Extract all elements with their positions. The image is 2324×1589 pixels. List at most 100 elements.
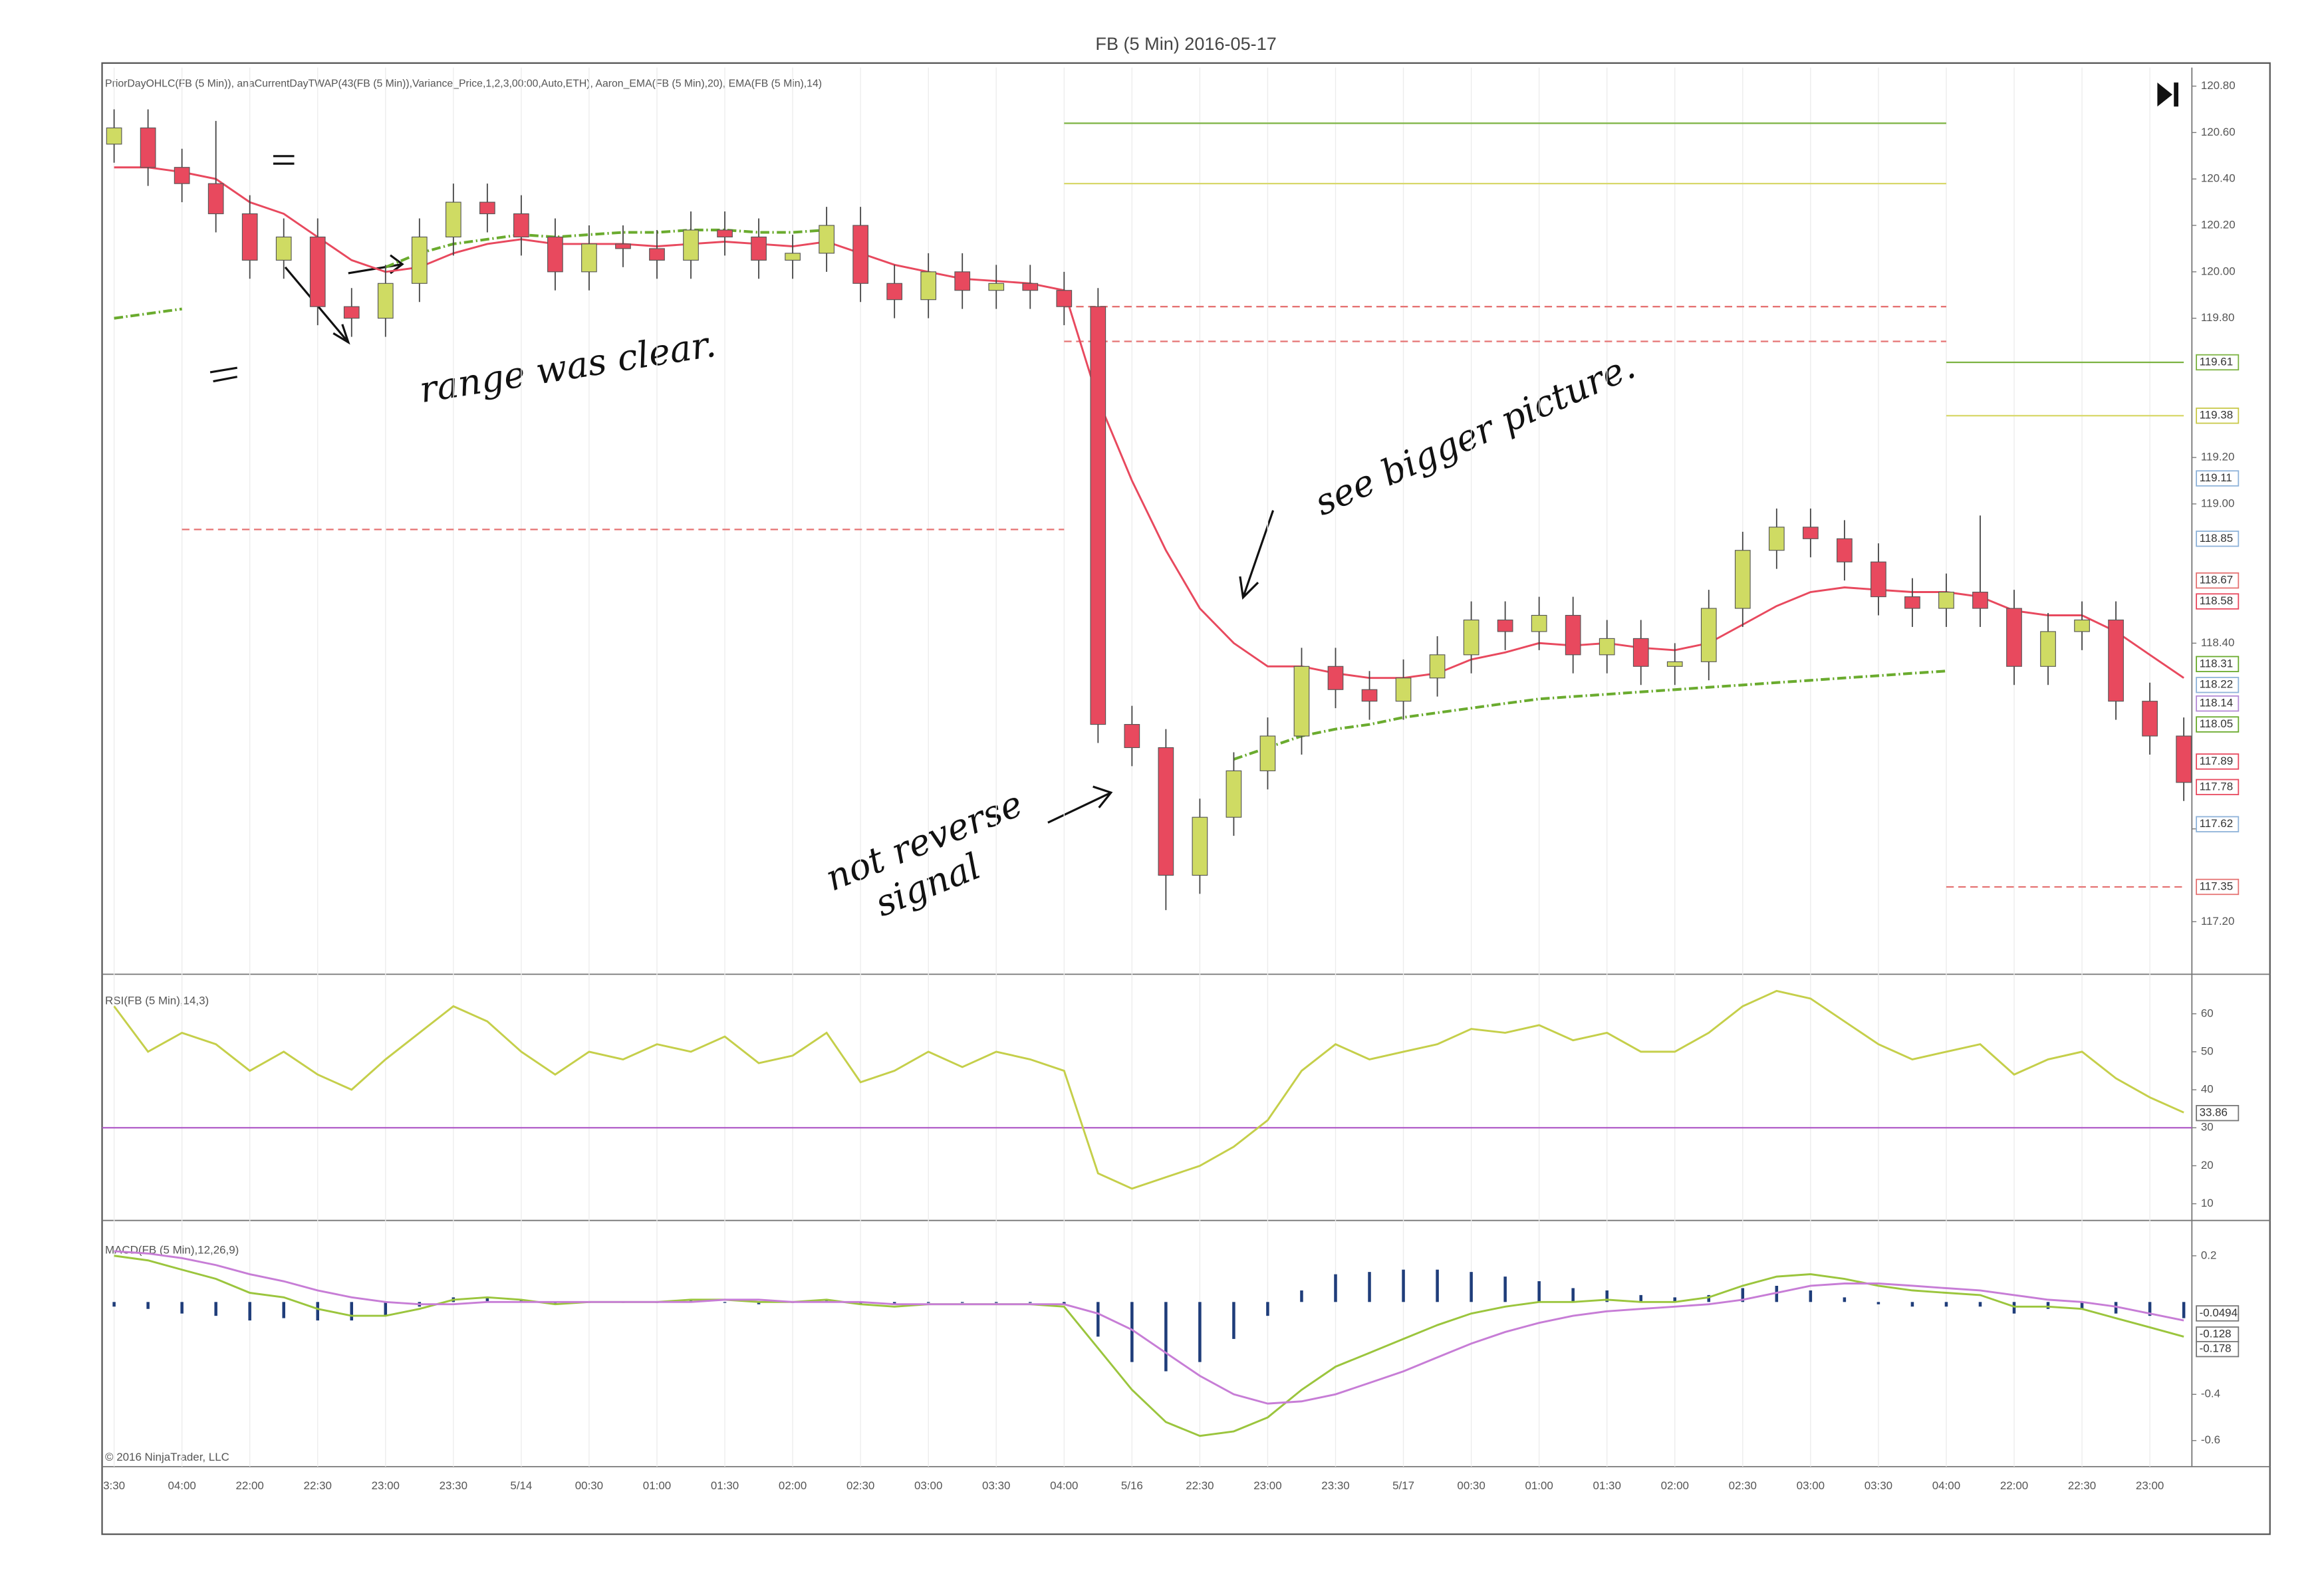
x-tick-label: 00:30 — [1457, 1479, 1485, 1492]
value-marker-label: -0.178 — [2200, 1342, 2232, 1355]
y-tick-label: 119.80 — [2201, 311, 2235, 324]
x-tick-label: 5/17 — [1392, 1479, 1414, 1492]
candle-body — [377, 283, 394, 319]
histogram-bar — [1571, 1288, 1575, 1302]
chart-title: FB (5 Min) 2016-05-17 — [1095, 33, 1276, 54]
mark — [209, 155, 295, 383]
candle-body — [2176, 735, 2192, 783]
value-marker-box — [2196, 779, 2240, 796]
candle-body — [988, 283, 1005, 291]
histogram-bar — [248, 1302, 251, 1321]
candle-body — [2142, 701, 2158, 737]
candle-body — [1395, 677, 1412, 702]
y-tick-label: 117.20 — [2201, 915, 2235, 927]
histogram-bar — [2080, 1302, 2084, 1309]
x-tick-label: 5/14 — [510, 1479, 532, 1492]
value-marker-label: 118.31 — [2200, 657, 2234, 670]
value-marker-box — [2196, 816, 2240, 832]
x-tick-label: 01:00 — [1525, 1479, 1553, 1492]
value-marker-label: -0.128 — [2200, 1328, 2232, 1340]
candle-body — [1192, 816, 1208, 876]
candle-body — [445, 201, 461, 238]
value-marker-box — [2196, 408, 2240, 424]
histogram-bar — [1063, 1302, 1066, 1304]
y-tick-label: -0.6 — [2201, 1433, 2220, 1446]
candle-body — [1700, 608, 1717, 662]
y-tick-label: 119.20 — [2201, 451, 2235, 463]
value-marker-box — [2196, 1340, 2240, 1358]
candle-body — [343, 306, 360, 319]
overlay-line — [114, 228, 1947, 761]
candle-body — [1599, 638, 1615, 656]
x-tick-label: 00:30 — [575, 1479, 603, 1492]
arrow — [1047, 785, 1113, 824]
y-tick-label: 119.00 — [2201, 497, 2235, 509]
histogram-bar — [485, 1297, 489, 1302]
candle-body — [683, 229, 699, 261]
value-marker-label: 117.62 — [2200, 817, 2234, 830]
handwritten-note: see bigger picture. — [1309, 345, 1642, 524]
rsi-line — [113, 989, 2184, 1190]
candle-body — [547, 236, 563, 273]
histogram-bar — [2114, 1302, 2118, 1314]
candle-body — [1463, 619, 1480, 656]
y-tick-label: 120.20 — [2201, 218, 2236, 231]
handwritten-note: range was clear. — [417, 323, 719, 412]
copyright: © 2016 NinjaTrader, LLC — [105, 1451, 229, 1463]
handwritten-arrows — [209, 155, 1275, 824]
y-tick-label: 30 — [2201, 1121, 2214, 1134]
candle-body — [581, 243, 597, 273]
y-tick-label: -0.4 — [2201, 1388, 2220, 1400]
histogram-bar — [1232, 1302, 1235, 1339]
histogram-bar — [180, 1302, 184, 1314]
histogram-bar — [282, 1302, 285, 1318]
histogram-bar — [1843, 1297, 1847, 1302]
candle-body — [1938, 592, 1954, 609]
x-tick-label: 02:30 — [846, 1479, 874, 1492]
y-tick-label: 50 — [2201, 1044, 2214, 1057]
candle-body — [207, 183, 224, 215]
histogram-bar — [316, 1302, 319, 1321]
value-marker-label: 118.85 — [2200, 532, 2234, 545]
value-marker-label: 117.35 — [2200, 880, 2234, 892]
value-marker-label: 119.61 — [2200, 355, 2234, 368]
candle-body — [1124, 724, 1140, 749]
histogram-bar — [1639, 1294, 1642, 1302]
candle-body — [1056, 290, 1073, 307]
histogram-bar — [825, 1299, 829, 1302]
x-tick-label: 22:00 — [236, 1479, 264, 1492]
histogram-bar — [1097, 1302, 1100, 1337]
histogram-bar — [858, 1302, 862, 1304]
histogram-bar — [1944, 1302, 1948, 1307]
x-tick-label: 04:00 — [1932, 1479, 1960, 1492]
x-tick-label: 23:00 — [1253, 1479, 1281, 1492]
y-tick-label: 118.40 — [2201, 636, 2235, 649]
candle-body — [275, 236, 292, 261]
candle-body — [241, 213, 258, 261]
overlay-line — [114, 166, 2184, 679]
x-tick-label: 04:00 — [168, 1479, 195, 1492]
x-tick-label: 02:00 — [779, 1479, 807, 1492]
scroll-end-button[interactable] — [2157, 82, 2178, 107]
histogram-bar — [1809, 1290, 1813, 1302]
candle-body — [1226, 770, 1242, 818]
value-marker-box — [2196, 716, 2240, 733]
histogram-bar — [1876, 1302, 1880, 1304]
histogram-bar — [1300, 1290, 1303, 1302]
y-tick-label: 120.80 — [2201, 79, 2236, 92]
value-marker-box — [2196, 878, 2240, 896]
value-marker-box — [2196, 531, 2240, 547]
candle-body — [513, 213, 529, 238]
candle-body — [1666, 661, 1683, 667]
candle-body — [852, 225, 868, 284]
candle-body — [1802, 527, 1819, 539]
x-tick-label: 23:00 — [372, 1479, 400, 1492]
value-marker-box — [2196, 1305, 2240, 1322]
x-tick-label: 23:00 — [2136, 1479, 2164, 1492]
value-marker-box — [2196, 470, 2240, 487]
value-marker-box — [2196, 753, 2240, 770]
x-tick-label: 01:00 — [643, 1479, 671, 1492]
x-tick-label: 23:30 — [1321, 1479, 1349, 1492]
candle-body — [411, 236, 428, 284]
